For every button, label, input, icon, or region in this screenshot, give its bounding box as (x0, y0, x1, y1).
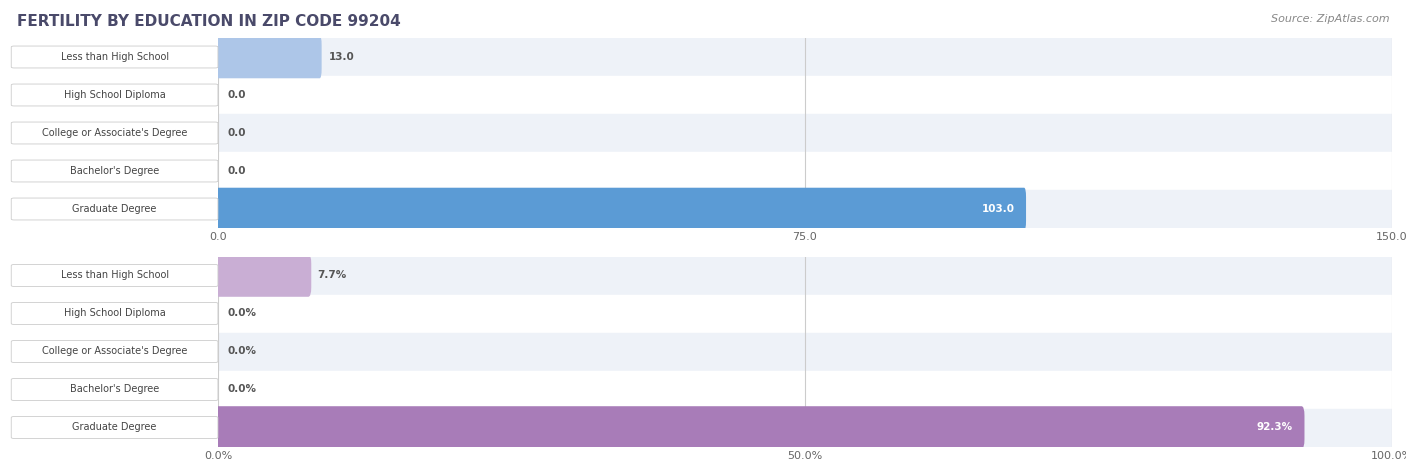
Text: College or Associate's Degree: College or Associate's Degree (42, 346, 187, 357)
Text: 7.7%: 7.7% (318, 270, 347, 281)
Text: 0.0: 0.0 (228, 90, 246, 100)
Bar (218, 370, 1392, 408)
Bar (218, 114, 1392, 152)
Text: Source: ZipAtlas.com: Source: ZipAtlas.com (1271, 14, 1389, 24)
Text: 0.0%: 0.0% (228, 346, 256, 357)
Text: High School Diploma: High School Diploma (63, 308, 166, 319)
Bar (218, 152, 1392, 190)
Text: 0.0: 0.0 (228, 166, 246, 176)
Text: High School Diploma: High School Diploma (63, 90, 166, 100)
Text: College or Associate's Degree: College or Associate's Degree (42, 128, 187, 138)
Text: Graduate Degree: Graduate Degree (72, 422, 157, 433)
Text: 0.0%: 0.0% (228, 308, 256, 319)
Bar (218, 408, 1392, 446)
Bar (218, 256, 1392, 294)
FancyBboxPatch shape (215, 406, 1305, 449)
Bar (218, 76, 1392, 114)
Text: Graduate Degree: Graduate Degree (72, 204, 157, 214)
FancyBboxPatch shape (215, 254, 311, 297)
Text: 103.0: 103.0 (981, 204, 1015, 214)
Text: Bachelor's Degree: Bachelor's Degree (70, 384, 159, 395)
Text: 92.3%: 92.3% (1256, 422, 1292, 433)
Text: 0.0: 0.0 (228, 128, 246, 138)
Text: 13.0: 13.0 (329, 52, 354, 62)
Text: 0.0%: 0.0% (228, 384, 256, 395)
Text: Bachelor's Degree: Bachelor's Degree (70, 166, 159, 176)
Text: Less than High School: Less than High School (60, 52, 169, 62)
Bar (218, 38, 1392, 76)
Text: FERTILITY BY EDUCATION IN ZIP CODE 99204: FERTILITY BY EDUCATION IN ZIP CODE 99204 (17, 14, 401, 29)
Bar (218, 332, 1392, 371)
FancyBboxPatch shape (217, 188, 1026, 230)
Text: Less than High School: Less than High School (60, 270, 169, 281)
FancyBboxPatch shape (217, 36, 322, 78)
Bar (218, 294, 1392, 332)
Bar (218, 190, 1392, 228)
